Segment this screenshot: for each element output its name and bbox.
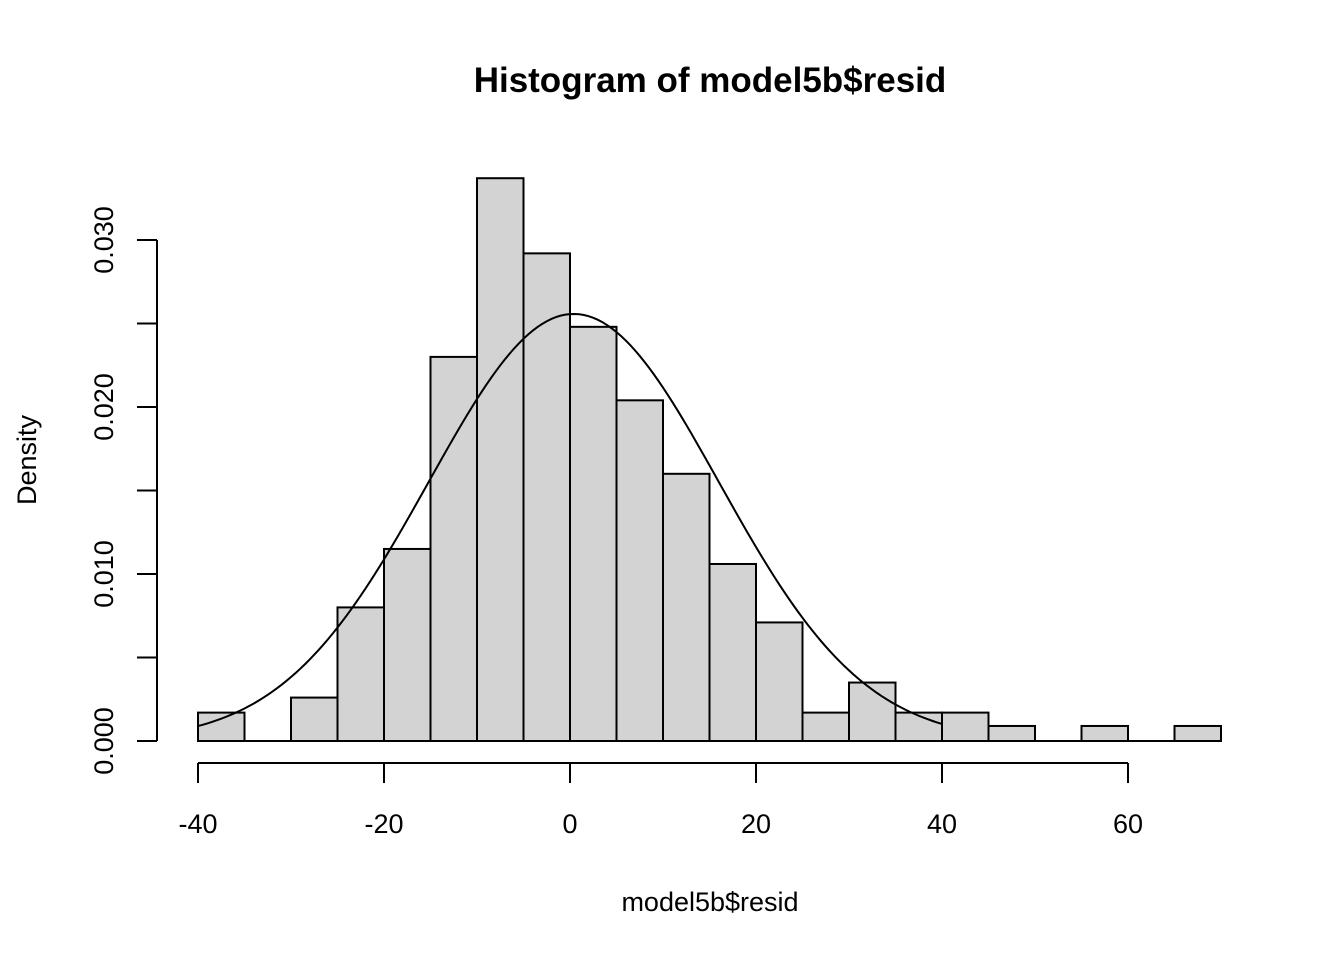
x-tick-label: -40 (178, 809, 217, 839)
x-tick-label: 40 (927, 809, 957, 839)
y-axis: 0.000 0.010 0.020 0.030 (89, 206, 158, 775)
histogram-bar (1173, 724, 1222, 742)
x-tick-label: 60 (1113, 809, 1143, 839)
histogram-bar (708, 562, 757, 742)
histogram-bar (848, 681, 897, 742)
y-tick-label: 0.030 (89, 206, 119, 274)
x-tick-label: 0 (562, 809, 577, 839)
x-tick-label: 20 (741, 809, 771, 839)
histogram-bar (569, 325, 618, 742)
histogram-bar (941, 711, 990, 742)
histogram-bar (894, 711, 943, 742)
y-tick-label: 0.020 (89, 373, 119, 441)
histogram-bar (336, 606, 385, 743)
histogram-bar (383, 547, 432, 743)
histogram-bar (801, 711, 850, 742)
histogram-bar (1080, 724, 1129, 742)
y-axis-label: Density (12, 414, 42, 505)
histogram-bar (662, 472, 711, 742)
histogram-bar (615, 399, 664, 742)
histogram-bar (522, 252, 571, 743)
histogram-bar (197, 711, 246, 742)
chart-title: Histogram of model5b$resid (474, 61, 947, 100)
histogram-bar (429, 355, 478, 742)
histogram-bar (476, 177, 525, 742)
histogram-bar (755, 621, 804, 742)
histogram-bars (197, 177, 1222, 743)
histogram-bar (290, 696, 339, 743)
normal-density-curve (197, 312, 943, 728)
histogram-bar (987, 724, 1036, 742)
y-tick-label: 0.000 (89, 707, 119, 775)
x-axis: -40 -20 0 20 40 60 (178, 762, 1143, 839)
x-tick-label: -20 (364, 809, 403, 839)
x-axis-label: model5b$resid (621, 887, 798, 917)
y-tick-label: 0.010 (89, 540, 119, 608)
